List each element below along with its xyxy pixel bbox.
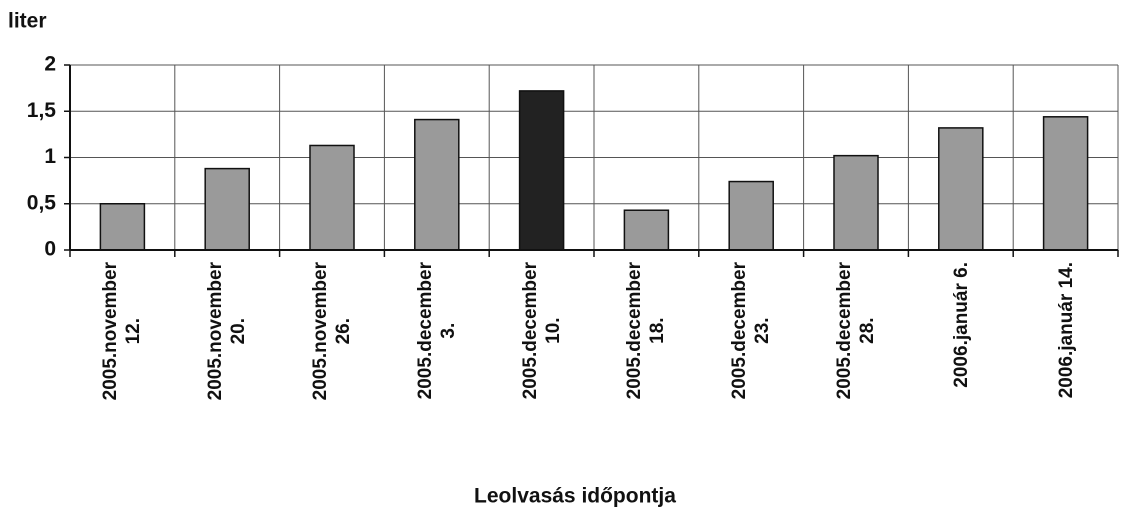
bar [623,209,670,251]
bar [518,90,565,251]
x-tick-label-box: 2005.december 10. [510,262,574,472]
bar [204,167,250,251]
x-tick-label-box: 2005.november 20. [195,262,259,472]
bar [99,203,146,251]
bar [938,127,984,251]
x-tick-label-box: 2005.november 26. [300,262,364,472]
x-tick-label-box: 2005.november 12. [90,262,154,472]
bar [414,118,460,251]
y-tick-label: 1 [44,145,56,168]
x-tick-label: 2005.november 26. [310,262,354,401]
x-tick-label-box: 2006.január 6. [929,262,993,472]
x-tick-label: 2005.december 18. [624,262,669,400]
x-tick-label-box: 2005.december 18. [614,262,678,472]
x-tick-label-box: 2005.december 28. [824,262,888,472]
y-tick-label: 2 [44,53,56,76]
x-tick-label: 2005.november 12. [100,262,145,401]
x-tick-label: 2005.november 20. [205,262,250,401]
x-tick-label-box: 2005.december 23. [719,262,783,472]
y-tick-label: 0 [44,238,56,261]
x-tick-label-box: 2006.január 14. [1034,262,1098,472]
x-tick-label: 2006.január 6. [950,262,972,388]
x-tick-label: 2005.december 3. [414,262,459,400]
bar [309,144,355,251]
y-tick-label: 1,5 [27,99,57,122]
x-tick-label: 2005.december 23. [729,262,774,400]
x-axis-title: Leolvasás időpontja [474,485,676,508]
x-tick-label: 2006.január 14. [1055,262,1077,399]
bar [1042,116,1089,251]
y-tick-label: 0,5 [27,191,57,214]
y-axis-title: liter [8,10,47,33]
x-tick-label-box: 2005.december 3. [405,262,469,472]
bar [728,180,774,251]
bar [833,154,879,251]
x-tick-label: 2005.december 10. [519,262,564,400]
x-tick-label: 2005.december 28. [834,262,878,400]
